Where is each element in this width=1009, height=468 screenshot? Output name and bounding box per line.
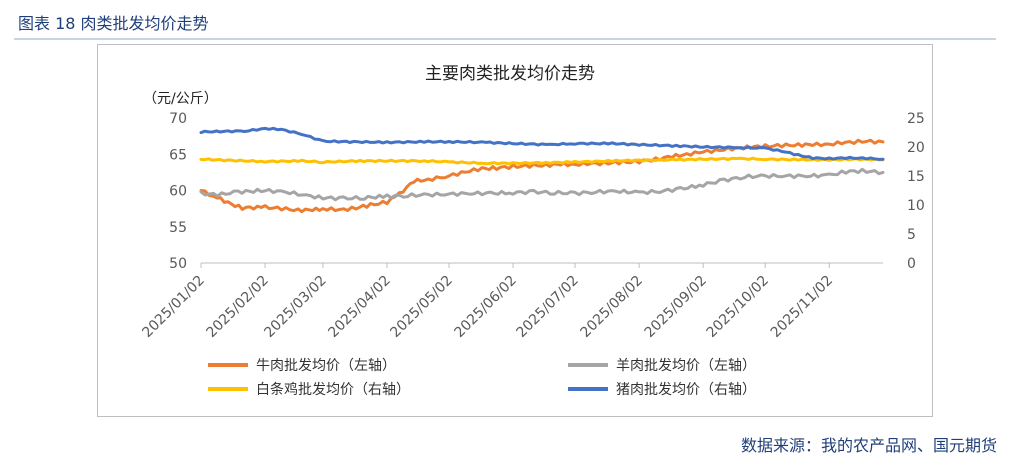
right-tick-label: 25 [907, 111, 925, 127]
x-tick-label: 2025/09/02 [642, 273, 710, 341]
series-line-mutton [199, 167, 885, 202]
right-tick-label: 15 [907, 169, 925, 185]
x-tick-label: 2025/11/02 [768, 273, 836, 341]
x-tick-label: 2025/04/02 [325, 273, 393, 341]
legend-label-mutton: 羊肉批发均价（左轴） [616, 358, 756, 374]
chart-title: 主要肉类批发均价走势 [425, 64, 595, 84]
left-tick-label: 65 [169, 147, 187, 163]
right-tick-label: 5 [907, 227, 916, 243]
right-tick-label: 0 [907, 256, 916, 272]
left-tick-label: 70 [169, 111, 187, 127]
chart-frame: 主要肉类批发均价走势 （元/公斤） 50 55 60 65 70 0 5 10 15 20 25 20… [97, 44, 933, 417]
right-tick-label: 20 [907, 140, 925, 156]
series-line-chicken [199, 156, 885, 166]
series-line-beef [199, 138, 885, 214]
caption-divider [14, 38, 996, 40]
legend-label-pork: 猪肉批发均价（右轴） [616, 382, 756, 398]
left-tick-label: 60 [169, 184, 187, 200]
series-line-pork [199, 126, 885, 161]
left-axis-unit: （元/公斤） [143, 91, 218, 107]
left-tick-label: 50 [169, 256, 187, 272]
x-tick-label: 2025/01/02 [139, 273, 207, 341]
legend-label-chicken: 白条鸡批发均价（右轴） [256, 381, 410, 398]
data-source-note: 数据来源：我的农产品网、国元期货 [740, 436, 997, 455]
x-tick-label: 2025/06/02 [452, 273, 520, 341]
line-chart: 主要肉类批发均价走势 （元/公斤） 50 55 60 65 70 0 5 10 15 20 25 20… [139, 64, 925, 398]
x-tick-label: 2025/03/02 [261, 273, 329, 341]
legend-label-beef: 牛肉批发均价（左轴） [256, 358, 396, 374]
legend: 牛肉批发均价（左轴） 羊肉批发均价（左轴） 白条鸡批发均价（右轴） 猪肉批发均价（右轴… [208, 358, 756, 398]
x-tick-label: 2025/08/02 [578, 273, 646, 341]
series-lines [199, 126, 885, 214]
right-tick-label: 10 [907, 198, 925, 214]
figure-caption: 图表 18 肉类批发均价走势 [18, 14, 209, 33]
x-tick-label: 2025/07/02 [514, 273, 582, 341]
left-tick-label: 55 [169, 220, 187, 236]
x-tick-label: 2025/05/02 [387, 273, 455, 341]
x-tick-label: 2025/10/02 [704, 273, 772, 341]
